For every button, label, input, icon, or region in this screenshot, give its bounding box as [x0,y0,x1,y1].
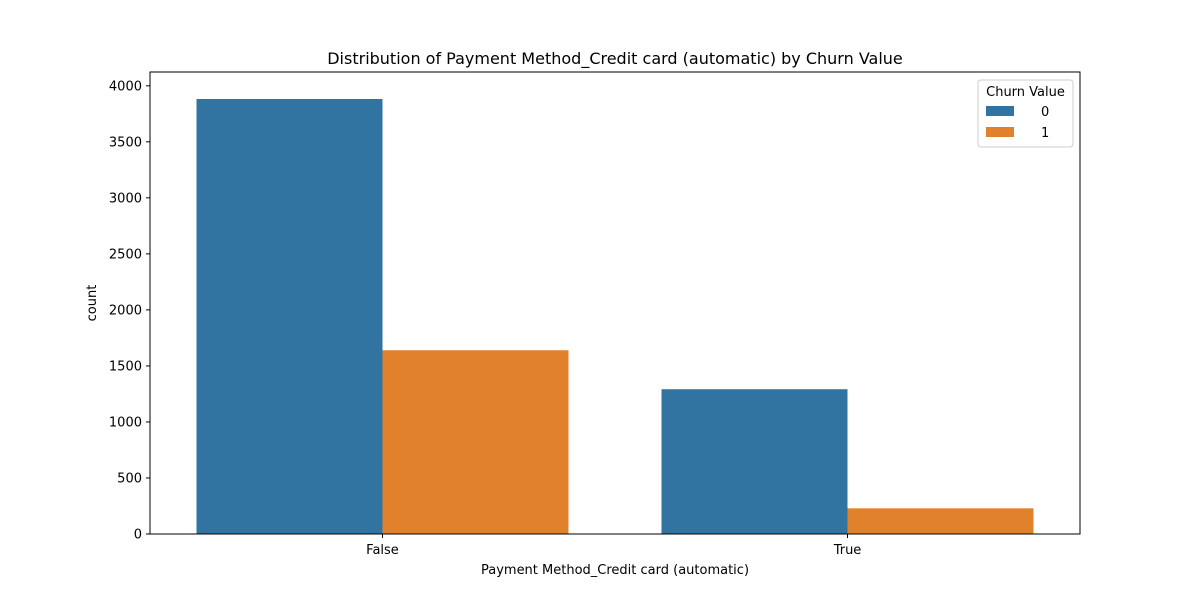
legend-label-churn-0: 0 [1041,105,1049,120]
y-tick-label: 3500 [109,135,142,150]
x-tick-label: True [833,543,862,558]
x-axis-title: Payment Method_Credit card (automatic) [481,563,749,578]
y-tick-label: 500 [117,471,142,486]
legend-title: Churn Value [986,85,1065,100]
y-tick-label: 3000 [109,191,142,206]
y-tick-label: 4000 [109,79,142,94]
y-tick-label: 1000 [109,415,142,430]
legend-swatch-churn-1 [986,127,1014,137]
legend-label-churn-1: 1 [1041,126,1049,141]
y-tick-label: 2500 [109,247,142,262]
bar-false-churn-0 [196,99,383,534]
chart-title: Distribution of Payment Method_Credit ca… [327,49,903,69]
y-axis: 0 500 1000 1500 2000 2500 3000 3500 4000 [109,79,150,543]
y-tick-label: 0 [134,528,142,543]
bar-true-churn-1 [847,508,1034,534]
x-axis: False True [366,534,861,558]
legend-items: 01 [986,105,1049,141]
legend-swatch-churn-0 [986,106,1014,116]
x-tick-label: False [366,543,399,558]
y-tick-label: 2000 [109,303,142,318]
bars-layer [196,99,1034,534]
y-axis-title: count [85,285,100,322]
plot-area-frame [149,71,1081,535]
y-tick-label: 1500 [109,359,142,374]
legend: Churn Value 01 [977,79,1074,148]
bar-true-churn-0 [661,389,848,534]
bar-false-churn-1 [382,350,569,534]
